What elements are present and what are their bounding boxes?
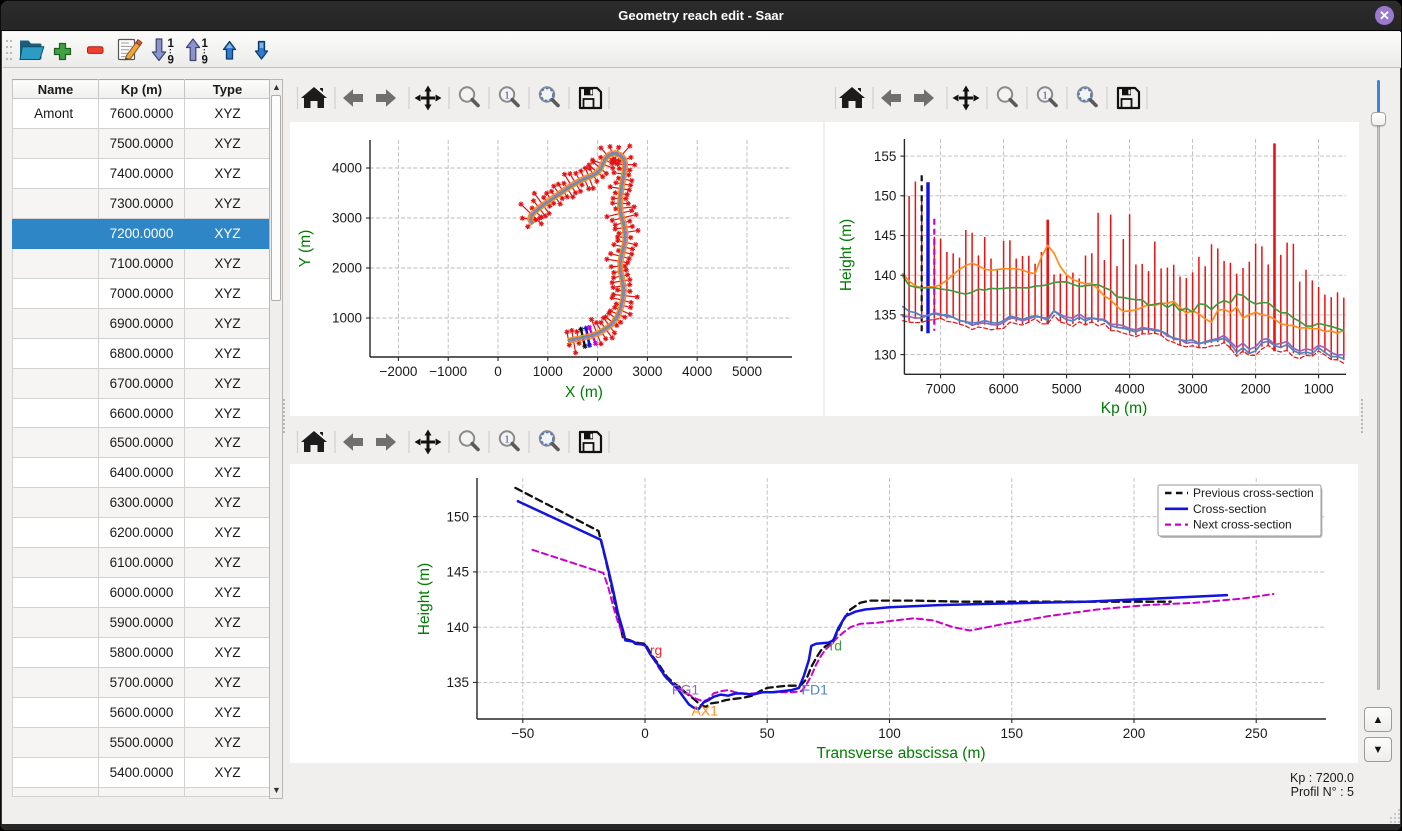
svg-text:0: 0 [494, 364, 502, 379]
svg-text:150: 150 [874, 189, 897, 204]
svg-text:140: 140 [874, 268, 897, 283]
svg-text:150: 150 [446, 509, 469, 524]
svg-text:AX1: AX1 [692, 703, 719, 719]
svg-text:Height (m): Height (m) [838, 219, 855, 291]
svg-text:−50: −50 [511, 726, 534, 741]
svg-text:50: 50 [760, 726, 775, 741]
svg-text:Previous cross-section: Previous cross-section [1193, 486, 1314, 500]
svg-text:1: 1 [202, 38, 209, 50]
svg-text:Cross-section: Cross-section [1193, 502, 1266, 516]
svg-text:5000: 5000 [1052, 381, 1082, 396]
svg-text:rd: rd [830, 637, 842, 653]
svg-text:Kp (m): Kp (m) [1101, 400, 1148, 416]
svg-text:250: 250 [1245, 726, 1268, 741]
svg-text:4000: 4000 [332, 161, 362, 176]
svg-text:2000: 2000 [1241, 381, 1271, 396]
svg-text:−1000: −1000 [429, 364, 467, 379]
svg-text:100: 100 [878, 726, 901, 741]
svg-text:1000: 1000 [533, 364, 563, 379]
svg-text:0: 0 [641, 726, 649, 741]
svg-text:6000: 6000 [989, 381, 1019, 396]
svg-text:2000: 2000 [332, 261, 362, 276]
svg-text:145: 145 [874, 228, 897, 243]
svg-text:130: 130 [874, 347, 897, 362]
svg-text:2000: 2000 [583, 364, 613, 379]
svg-text:3000: 3000 [632, 364, 662, 379]
svg-text:140: 140 [446, 620, 469, 635]
svg-text:FG1: FG1 [672, 682, 699, 698]
svg-text:4000: 4000 [682, 364, 712, 379]
svg-text:4000: 4000 [1115, 381, 1145, 396]
svg-text:1: 1 [504, 91, 509, 102]
svg-text:9: 9 [168, 55, 174, 67]
svg-text:1: 1 [504, 435, 509, 446]
svg-text:1000: 1000 [332, 311, 362, 326]
svg-text:200: 200 [1123, 726, 1146, 741]
svg-text:1000: 1000 [1304, 381, 1334, 396]
svg-text:135: 135 [874, 308, 897, 323]
svg-text:X (m): X (m) [565, 384, 603, 401]
svg-text:−2000: −2000 [379, 364, 417, 379]
svg-text:Y (m): Y (m) [297, 230, 314, 268]
svg-text:Height (m): Height (m) [416, 563, 433, 635]
svg-text:7000: 7000 [926, 381, 956, 396]
svg-text:rg: rg [650, 642, 662, 658]
svg-text:5000: 5000 [732, 364, 762, 379]
svg-text:155: 155 [874, 149, 897, 164]
svg-text:1: 1 [168, 38, 175, 50]
svg-text:1: 1 [1042, 91, 1047, 102]
svg-text:9: 9 [202, 55, 208, 67]
svg-text:FD1: FD1 [802, 682, 829, 698]
svg-text:145: 145 [446, 565, 469, 580]
svg-text:Transverse abscissa (m): Transverse abscissa (m) [816, 745, 985, 762]
svg-text:3000: 3000 [1178, 381, 1208, 396]
svg-text:135: 135 [446, 675, 469, 690]
svg-text:150: 150 [1001, 726, 1024, 741]
svg-text:Next cross-section: Next cross-section [1193, 518, 1292, 532]
svg-text:3000: 3000 [332, 211, 362, 226]
